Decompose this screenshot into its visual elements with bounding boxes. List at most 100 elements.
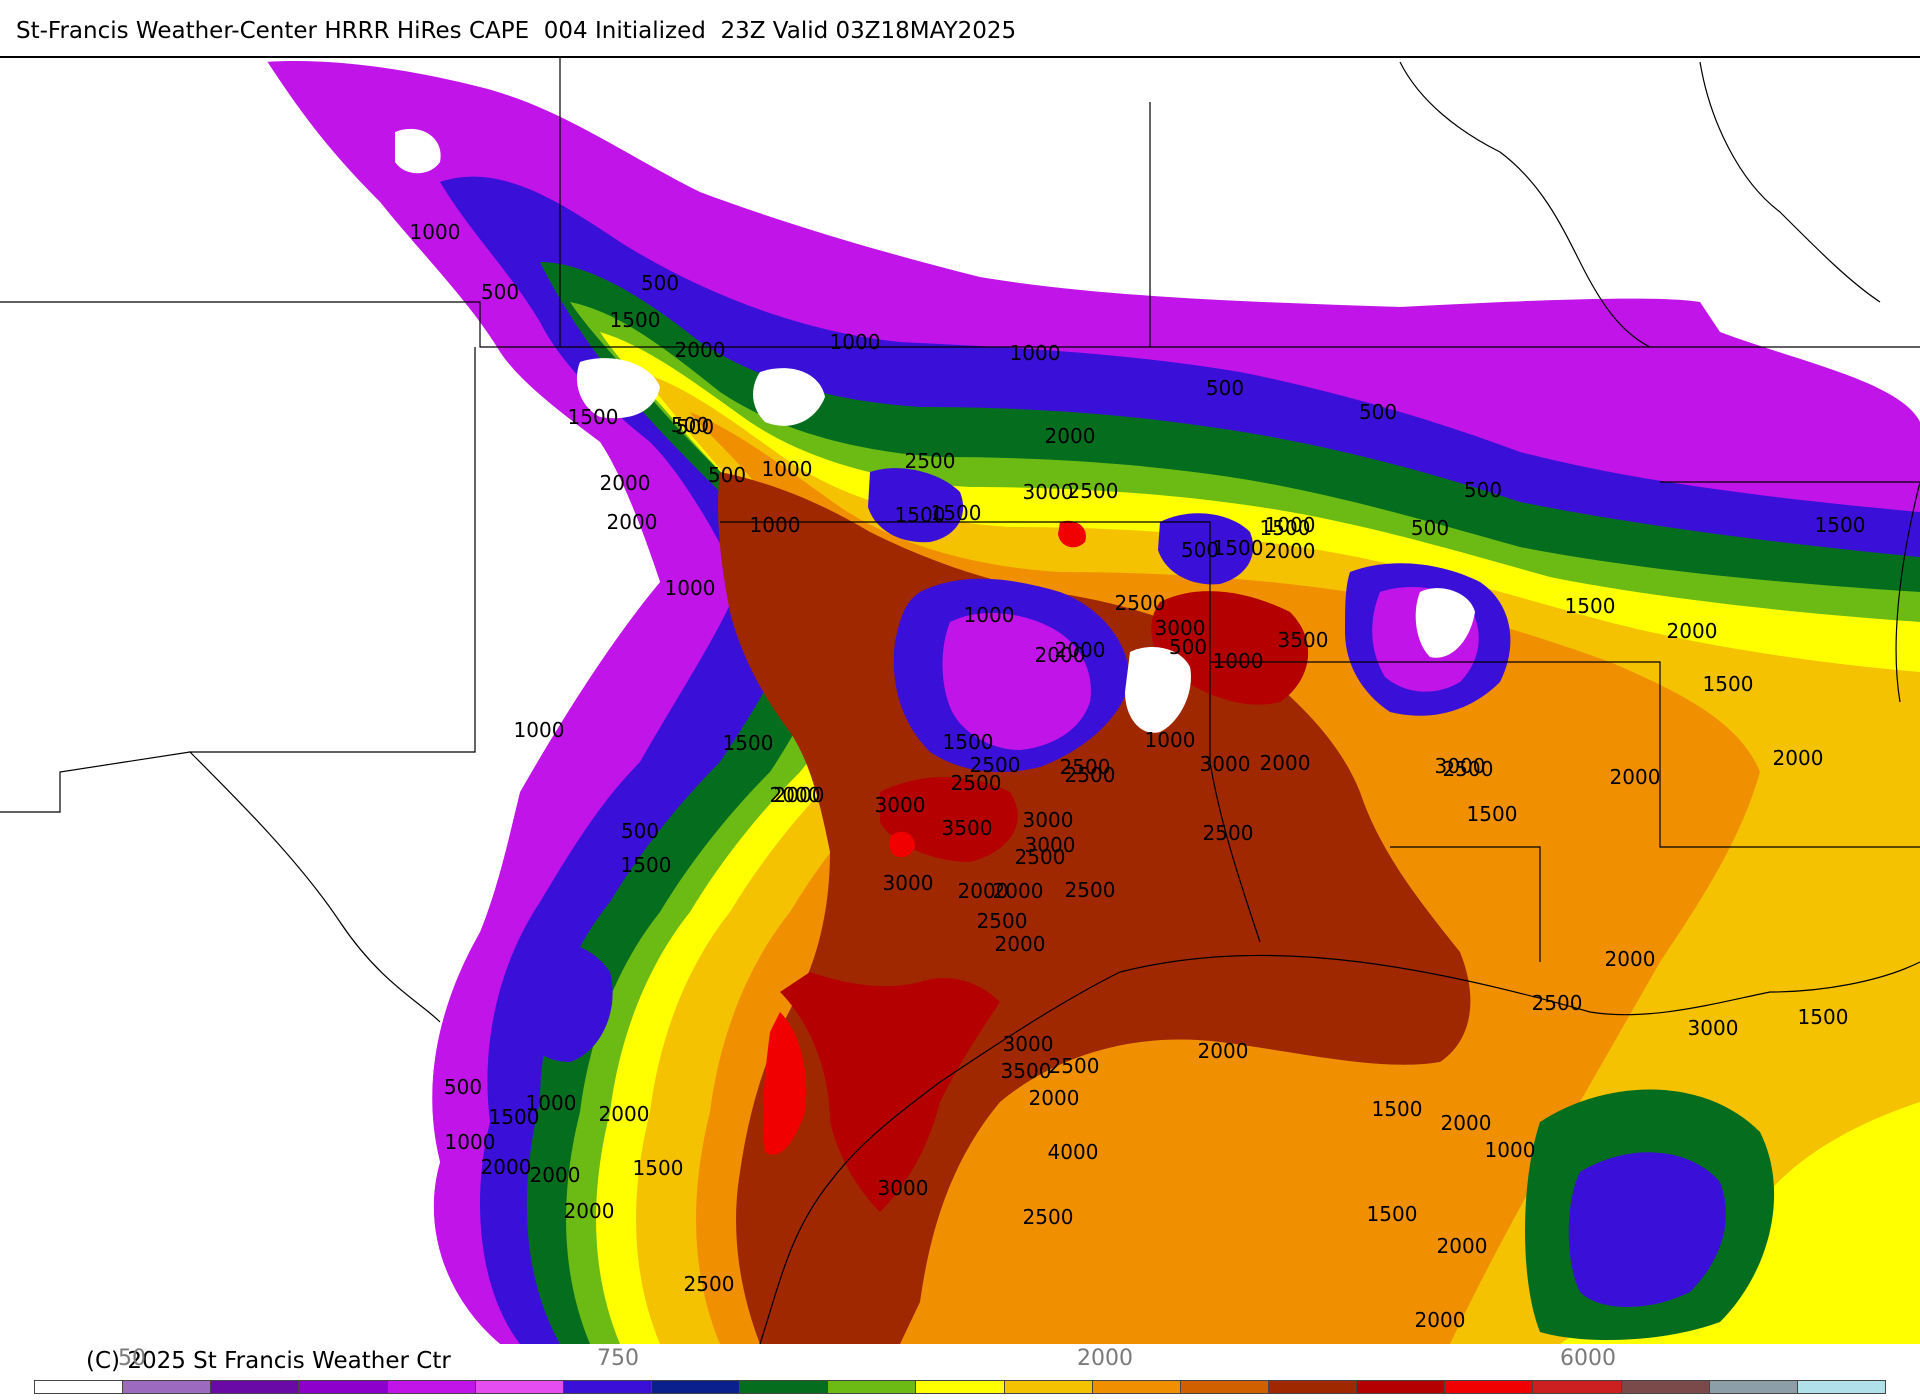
contour-label: 500 bbox=[1411, 516, 1449, 540]
colorbar-tick-label: 750 bbox=[597, 1346, 639, 1371]
colorbar-swatch bbox=[1621, 1381, 1710, 1393]
contour-label: 1000 bbox=[964, 603, 1015, 627]
contour-label: 2500 bbox=[1065, 878, 1116, 902]
colorbar-swatch bbox=[1004, 1381, 1093, 1393]
contour-label: 1000 bbox=[830, 330, 881, 354]
contour-label: 1000 bbox=[1145, 728, 1196, 752]
contour-label: 3000 bbox=[1023, 808, 1074, 832]
contour-label: 2000 bbox=[1045, 424, 1096, 448]
contour-label: 2000 bbox=[1260, 751, 1311, 775]
contour-label: 1500 bbox=[621, 853, 672, 877]
no-cape-hole-4 bbox=[753, 368, 825, 426]
contour-label: 1500 bbox=[931, 501, 982, 525]
contour-label: 3000 bbox=[878, 1176, 929, 1200]
contour-label: 2000 bbox=[1610, 765, 1661, 789]
colorbar-swatch bbox=[1357, 1381, 1446, 1393]
colorbar-swatch bbox=[475, 1381, 564, 1393]
state-border-line bbox=[1699, 61, 1881, 303]
contour-label: 1500 bbox=[1703, 672, 1754, 696]
contour-label: 3000 bbox=[1688, 1016, 1739, 1040]
contour-label: 2500 bbox=[951, 771, 1002, 795]
contour-label: 1500 bbox=[895, 503, 946, 527]
contour-label: 1500 bbox=[633, 1156, 684, 1180]
cape-pocket-northeast bbox=[1158, 513, 1254, 585]
colorbar-swatch bbox=[1180, 1381, 1269, 1393]
contour-label: 2000 bbox=[675, 338, 726, 362]
contour-label: 2000 bbox=[1198, 1039, 1249, 1063]
state-border-line bbox=[1390, 846, 1541, 962]
contour-label: 2500 bbox=[1023, 1205, 1074, 1229]
contour-label: 1000 bbox=[665, 576, 716, 600]
colorbar-swatch bbox=[651, 1381, 741, 1393]
colorbar-swatch bbox=[1797, 1381, 1885, 1393]
contour-label: 2500 bbox=[1443, 757, 1494, 781]
colorbar-swatch bbox=[740, 1381, 829, 1393]
cape-pocket-west bbox=[868, 468, 964, 543]
colorbar-swatch bbox=[828, 1381, 917, 1393]
coastline bbox=[759, 954, 1920, 1344]
colorbar-swatch bbox=[1533, 1381, 1622, 1393]
contour-label: 500 bbox=[1181, 538, 1219, 562]
colorbar-swatch bbox=[1445, 1381, 1534, 1393]
no-cape-west bbox=[0, 58, 660, 1344]
state-border-line bbox=[1895, 481, 1920, 703]
state-border-line bbox=[1210, 661, 1920, 848]
contour-label: 2500 bbox=[1068, 479, 1119, 503]
contour-label: 2000 bbox=[993, 879, 1044, 903]
colorbar-swatch bbox=[123, 1381, 212, 1393]
contour-label: 2500 bbox=[905, 449, 956, 473]
contour-label: 1500 bbox=[610, 308, 661, 332]
state-border-line bbox=[188, 347, 476, 1023]
cape-pocket-southwest bbox=[513, 941, 613, 1062]
contour-label: 3500 bbox=[1001, 1059, 1052, 1083]
contour-label: 1500 bbox=[1213, 536, 1264, 560]
contour-label: 3000 bbox=[883, 871, 934, 895]
contour-label: 500 bbox=[1169, 635, 1207, 659]
contour-label: 1500 bbox=[489, 1105, 540, 1129]
contour-label: 2000 bbox=[1773, 746, 1824, 770]
colorbar-tick-label: 6000 bbox=[1560, 1346, 1616, 1371]
contour-label: 1500 bbox=[723, 731, 774, 755]
contour-label: 3500 bbox=[942, 816, 993, 840]
colorbar-swatch bbox=[916, 1381, 1005, 1393]
state-border-line bbox=[0, 301, 1920, 348]
contour-label: 500 bbox=[1464, 478, 1502, 502]
contour-label: 1000 bbox=[1010, 341, 1061, 365]
contour-label: 2000 bbox=[770, 783, 821, 807]
contour-label: 1500 bbox=[1260, 516, 1311, 540]
contour-label: 2000 bbox=[481, 1155, 532, 1179]
state-border-line bbox=[720, 521, 1211, 762]
contour-label: 3000 bbox=[1435, 754, 1486, 778]
colorbar-swatch bbox=[1709, 1381, 1798, 1393]
contour-label: 1500 bbox=[1565, 594, 1616, 618]
colorbar-swatch bbox=[387, 1381, 476, 1393]
contour-label: 2000 bbox=[1035, 643, 1086, 667]
cape-region-red-central bbox=[890, 831, 915, 858]
cape-region-darkred-central bbox=[880, 777, 1018, 862]
contour-label: 2500 bbox=[970, 753, 1021, 777]
contour-label: 2000 bbox=[564, 1199, 615, 1223]
colorbar-swatch bbox=[35, 1381, 124, 1393]
contour-label: 1500 bbox=[568, 405, 619, 429]
contour-label: 1500 bbox=[1367, 1202, 1418, 1226]
cape-map: 1000 500 500 1500 2000 1000 500 1000 500 500 1500 5… bbox=[0, 56, 1920, 1346]
contour-label: 1000 bbox=[762, 457, 813, 481]
contour-label: 2000 bbox=[599, 1102, 650, 1126]
contour-label: 2500 bbox=[1203, 821, 1254, 845]
contour-label: 2500 bbox=[1049, 1054, 1100, 1078]
no-cape-hole-3 bbox=[576, 358, 660, 419]
cape-region-darkred bbox=[780, 972, 1000, 1212]
contour-label: 3000 bbox=[1200, 752, 1251, 776]
contour-label: 1000 bbox=[1265, 513, 1316, 537]
contour-label: 1500 bbox=[943, 730, 994, 754]
state-border-line bbox=[1399, 61, 1651, 348]
contour-label: 1000 bbox=[1485, 1138, 1536, 1162]
cape-region-red-south bbox=[762, 1012, 807, 1155]
contour-label: 2000 bbox=[607, 510, 658, 534]
contour-label: 500 bbox=[676, 415, 714, 439]
contour-label: 2000 bbox=[1605, 947, 1656, 971]
colorbar bbox=[34, 1380, 1886, 1394]
contour-label: 1500 bbox=[1372, 1097, 1423, 1121]
political-borders bbox=[0, 58, 1920, 1344]
